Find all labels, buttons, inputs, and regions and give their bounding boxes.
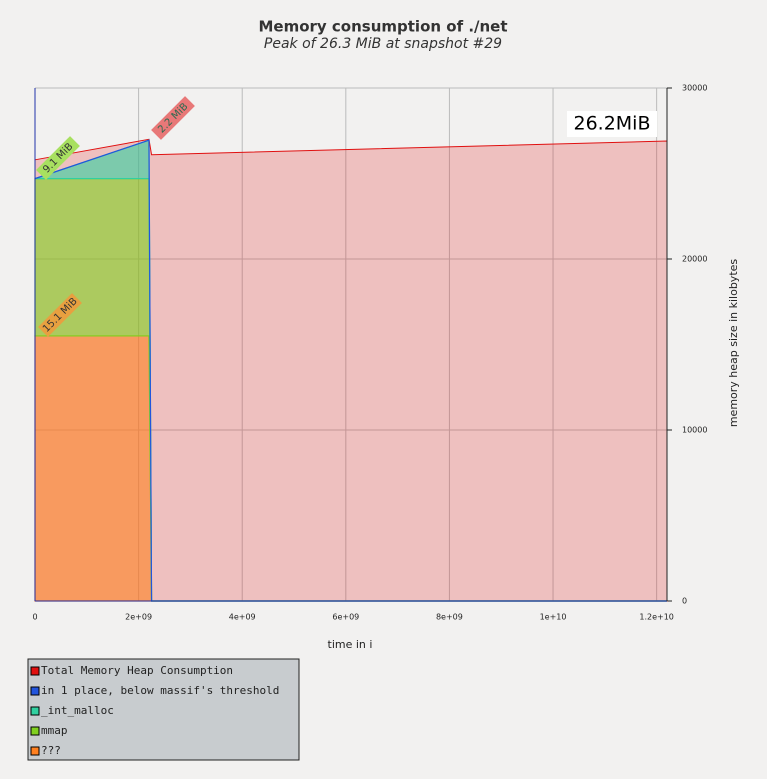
x-axis-label: time in i: [328, 638, 373, 651]
x-tick-label: 2e+09: [125, 613, 152, 622]
legend-swatch: [30, 686, 40, 696]
x-tick-label: 8e+09: [436, 613, 463, 622]
x-tick-label: 4e+09: [229, 613, 256, 622]
legend-label: mmap: [41, 724, 68, 737]
area: [34, 139, 667, 602]
annotation-bg: [38, 293, 82, 337]
chart-subtitle: Peak of 26.3 MiB at snapshot #29: [264, 36, 502, 52]
chart-title: Memory consumption of ./net: [258, 18, 507, 36]
x-tick-label: 0: [32, 613, 37, 622]
x-tick-label: 1e+10: [540, 613, 567, 622]
legend-label: _int_malloc: [41, 704, 114, 717]
peak-label: 26.2MiB: [573, 113, 650, 135]
y-tick-label: 0: [682, 597, 687, 606]
y-tick-label: 10000: [682, 426, 707, 435]
x-tick-label: 1.2e+10: [639, 613, 674, 622]
x-tick-label: 6e+09: [332, 613, 359, 622]
y-axis-label: memory heap size in kilobytes: [727, 259, 740, 428]
legend-swatch: [30, 666, 40, 676]
legend-label: in 1 place, below massif's threshold: [41, 684, 279, 697]
legend-swatch: [30, 706, 40, 716]
peak-label-box: [567, 111, 657, 137]
y-tick-label: 30000: [682, 84, 707, 93]
legend-box: [27, 658, 300, 761]
legend-label: ???: [41, 744, 61, 757]
legend-label: Total Memory Heap Consumption: [41, 664, 233, 677]
annotation-bg: [36, 136, 80, 180]
legend-swatch: [30, 726, 40, 736]
annotation-bg: [151, 96, 195, 140]
y-tick-label: 20000: [682, 255, 707, 264]
legend-swatch: [30, 746, 40, 756]
